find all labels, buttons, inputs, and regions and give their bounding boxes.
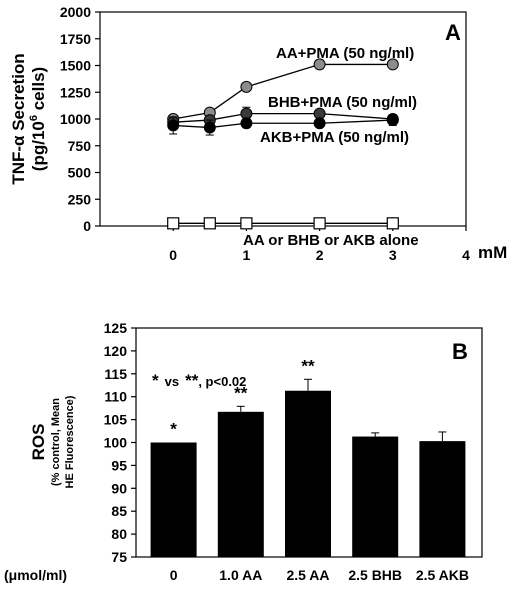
panel-b-x-axis: 0 1.0 AA 2.5 AA 2.5 BHB 2.5 AKB — [170, 567, 469, 583]
data-point — [167, 217, 180, 230]
bar — [217, 411, 264, 557]
panel-b-y-tick-label: 80 — [111, 526, 127, 542]
data-point — [386, 114, 399, 127]
panel-b-y-tick-label: 125 — [104, 320, 128, 336]
bar-significance-label: ** — [301, 356, 315, 375]
panel-a-y-tick-label: 500 — [68, 165, 92, 181]
data-point — [386, 58, 399, 71]
panel-a-y-tick-label: 1500 — [60, 58, 91, 74]
data-point — [313, 217, 326, 230]
data-point — [240, 217, 253, 230]
panel-b-x-tick-label: 0 — [170, 567, 178, 583]
panel-b-annotation: * vs **, p<0.02 — [152, 371, 246, 390]
bar — [352, 436, 399, 557]
series-label-bhb-pma: BHB+PMA (50 ng/ml) — [268, 94, 417, 111]
data-point — [240, 117, 253, 130]
bar — [419, 441, 466, 557]
panel-a-x-tick-label: 3 — [389, 247, 397, 263]
panel-b-x-tick-label: 1.0 AA — [219, 567, 262, 583]
panel-a-y-tick-label: 750 — [68, 138, 92, 154]
panel-a-x-tick-label: 2 — [316, 247, 324, 263]
series-label-akb-pma: AKB+PMA (50 ng/ml) — [260, 129, 409, 146]
data-point — [313, 58, 326, 71]
bar-significance-label: * — [170, 420, 177, 439]
data-point — [203, 121, 216, 134]
panel-a-series — [167, 58, 399, 230]
bar — [150, 442, 197, 557]
panel-a-x-axis-label: mM — [478, 243, 507, 262]
data-point — [167, 119, 180, 132]
panel-b-y-tick-label: 85 — [111, 503, 127, 519]
panel-b-y-tick-label: 90 — [111, 480, 127, 496]
panel-a-line-chart: A 0 250 500 750 1000 1250 1500 1750 2000 0 1 2 3 4 m… — [9, 4, 507, 263]
panel-a-y-axis-label-line1: TNF-α Secretion — [9, 53, 28, 184]
panel-a-letter: A — [445, 20, 461, 45]
series-label-aa-pma: AA+PMA (50 ng/ml) — [276, 45, 414, 62]
panel-a-y-tick-label: 1000 — [60, 111, 91, 127]
panel-b-y-tick-label: 120 — [104, 343, 128, 359]
panel-b-y-axis-label-line1: ROS — [29, 424, 48, 461]
panel-a-y-tick-label: 0 — [83, 218, 91, 234]
panel-b-y-tick-label: 110 — [104, 389, 127, 405]
panel-b-x-tick-label: 2.5 AA — [286, 567, 329, 583]
data-point — [386, 217, 399, 230]
panel-a-y-tick-label: 2000 — [60, 4, 91, 20]
panel-a-x-tick-label: 0 — [169, 247, 177, 263]
data-point — [203, 217, 216, 230]
panel-b-x-tick-label: 2.5 AKB — [416, 567, 469, 583]
panel-a-x-tick-label: 4 — [462, 247, 470, 263]
panel-b-y-axis: 75 80 85 90 95 100 105 110 115 120 125 — [104, 320, 136, 565]
bar — [285, 390, 331, 557]
panel-b-letter: B — [452, 339, 468, 364]
panel-b-bars: ***** — [150, 356, 466, 557]
panel-a-y-tick-label: 1750 — [60, 31, 91, 47]
data-point — [240, 80, 253, 93]
series-label-alone: AA or BHB or AKB alone — [243, 232, 419, 249]
data-point — [313, 117, 326, 130]
panel-b-x-axis-prefix: (μmol/ml) — [4, 567, 67, 583]
panel-b-y-tick-label: 75 — [111, 549, 127, 565]
panel-a-y-tick-label: 250 — [68, 191, 92, 207]
panel-b-y-tick-label: 100 — [104, 435, 128, 451]
panel-a-y-tick-label: 1250 — [60, 84, 91, 100]
panel-b-y-tick-label: 95 — [111, 457, 127, 473]
panel-a-y-axis-label-line2: (pg/106 cells) — [28, 67, 48, 171]
panel-b-y-tick-label: 115 — [104, 366, 127, 382]
bar-significance-label: ** — [234, 383, 248, 402]
panel-a-x-tick-label: 1 — [243, 247, 251, 263]
panel-b-y-axis-label-line2: (% control, Mean — [50, 398, 62, 486]
panel-a-y-axis: 0 250 500 750 1000 1250 1500 1750 2000 — [60, 4, 100, 234]
panel-b-y-tick-label: 105 — [104, 412, 128, 428]
panel-b-x-tick-label: 2.5 BHB — [348, 567, 402, 583]
panel-b-y-axis-label-line3: HE Fluorescence) — [64, 395, 76, 488]
